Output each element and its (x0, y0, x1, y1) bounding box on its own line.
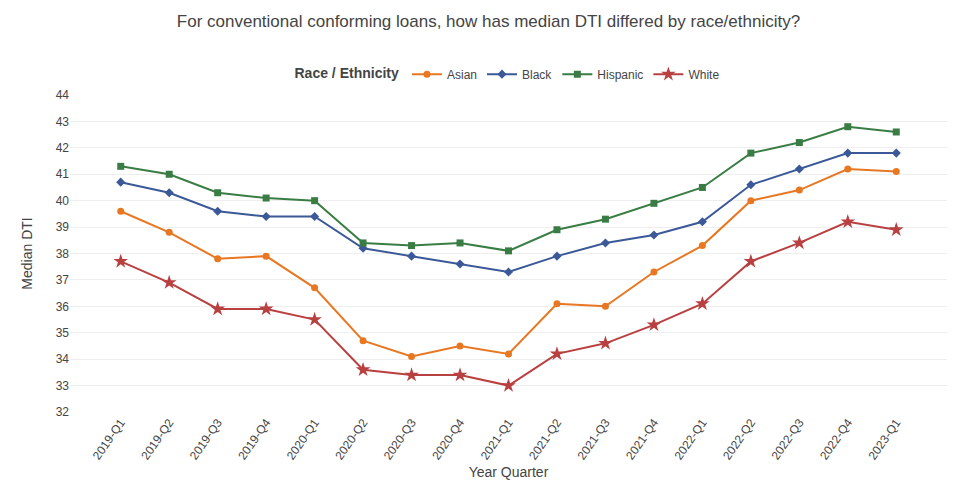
svg-text:44: 44 (56, 88, 70, 102)
svg-text:2019-Q2: 2019-Q2 (138, 416, 176, 463)
svg-text:2022-Q1: 2022-Q1 (672, 416, 710, 463)
svg-text:2023-Q1: 2023-Q1 (865, 416, 903, 463)
svg-text:2021-Q2: 2021-Q2 (526, 416, 564, 463)
svg-text:2021-Q4: 2021-Q4 (623, 416, 661, 463)
svg-text:35: 35 (56, 326, 70, 340)
svg-text:2020-Q4: 2020-Q4 (429, 416, 467, 463)
svg-text:42: 42 (56, 141, 70, 155)
svg-text:2020-Q2: 2020-Q2 (332, 416, 370, 463)
svg-text:2021-Q3: 2021-Q3 (575, 416, 613, 463)
svg-text:2020-Q1: 2020-Q1 (284, 416, 322, 463)
svg-text:Median DTI: Median DTI (19, 217, 35, 289)
svg-text:32: 32 (56, 405, 70, 419)
svg-text:2022-Q4: 2022-Q4 (817, 416, 855, 463)
svg-text:2019-Q1: 2019-Q1 (90, 416, 128, 463)
svg-text:2020-Q3: 2020-Q3 (381, 416, 419, 463)
svg-text:2019-Q3: 2019-Q3 (187, 416, 225, 463)
svg-text:Black: Black (522, 68, 552, 82)
svg-text:Year Quarter: Year Quarter (469, 464, 549, 480)
svg-text:2022-Q3: 2022-Q3 (768, 416, 806, 463)
svg-text:33: 33 (56, 379, 70, 393)
svg-text:38: 38 (56, 247, 70, 261)
svg-text:Asian: Asian (447, 68, 477, 82)
svg-text:39: 39 (56, 220, 70, 234)
svg-text:Hispanic: Hispanic (597, 68, 643, 82)
svg-text:40: 40 (56, 194, 70, 208)
svg-text:2022-Q2: 2022-Q2 (720, 416, 758, 463)
svg-text:2021-Q1: 2021-Q1 (478, 416, 516, 463)
svg-text:41: 41 (56, 167, 70, 181)
svg-text:34: 34 (56, 352, 70, 366)
svg-text:2019-Q4: 2019-Q4 (235, 416, 273, 463)
svg-text:36: 36 (56, 300, 70, 314)
svg-text:For conventional conforming lo: For conventional conforming loans, how h… (177, 12, 800, 31)
svg-text:Race / Ethnicity: Race / Ethnicity (295, 65, 399, 81)
svg-text:White: White (688, 68, 719, 82)
svg-text:37: 37 (56, 273, 70, 287)
svg-text:43: 43 (56, 115, 70, 129)
